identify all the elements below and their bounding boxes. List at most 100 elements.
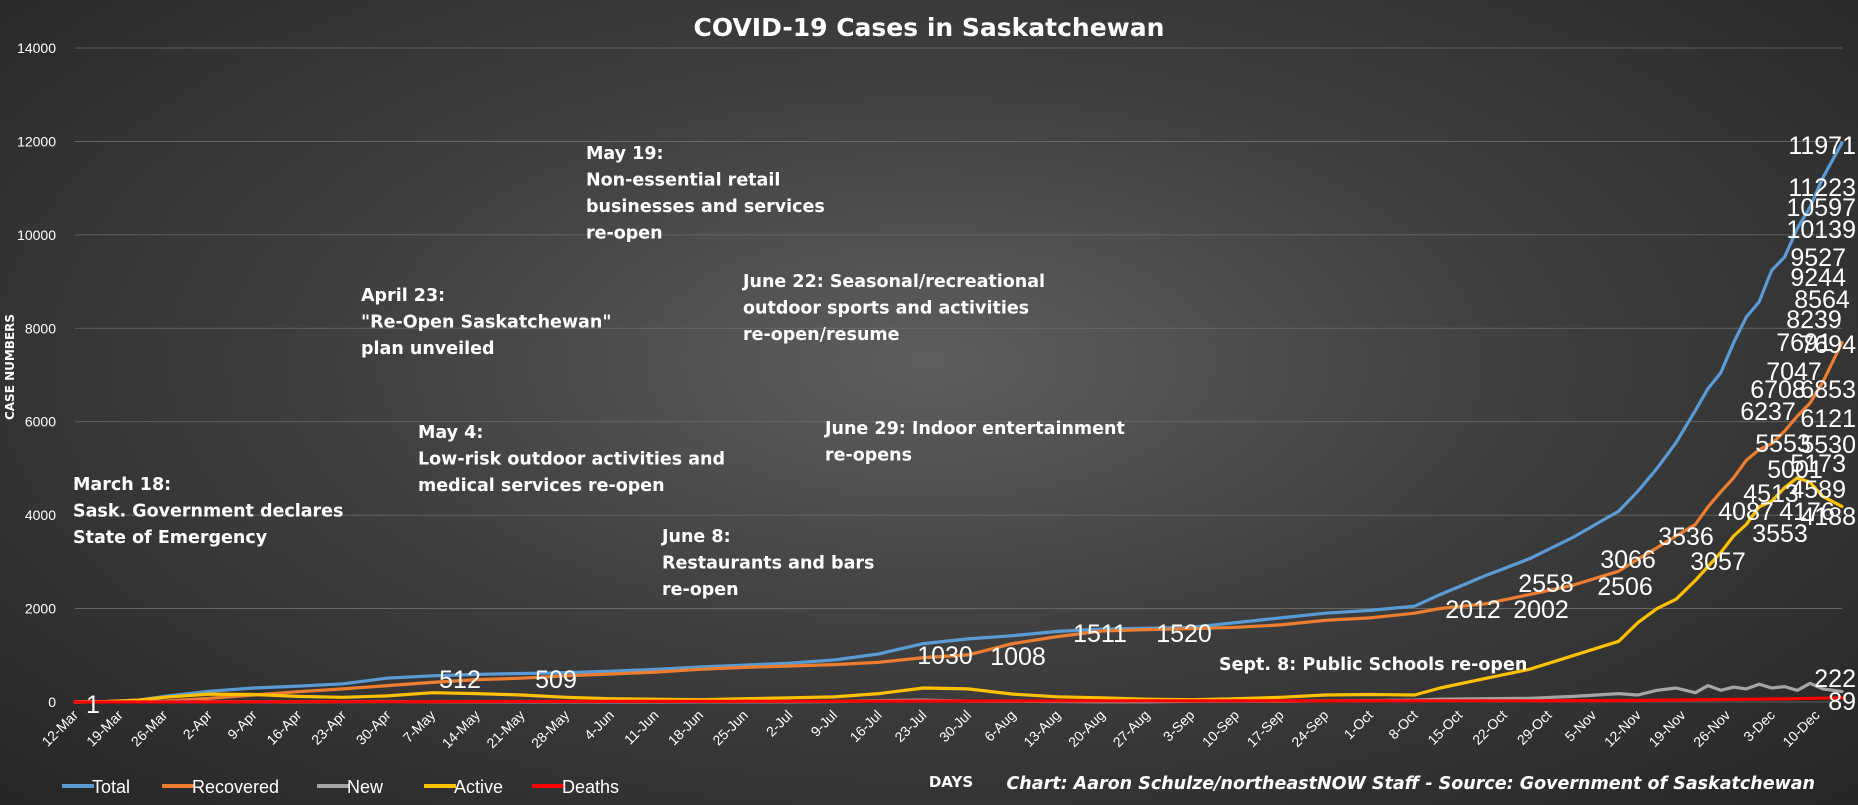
- legend: Total Recovered New Active Deaths: [62, 777, 619, 797]
- legend-label: Total: [92, 777, 130, 797]
- data-label: 2506: [1597, 573, 1653, 601]
- data-label: 11971: [1788, 132, 1856, 160]
- data-label: 2012: [1445, 596, 1501, 624]
- data-label: 2558: [1518, 570, 1574, 598]
- annotation: March 18: Sask. Government declares State …: [73, 475, 343, 548]
- data-label: 3057: [1690, 548, 1746, 576]
- x-tick-label: 19-Nov: [1645, 707, 1688, 750]
- annotation-line: May 4:: [418, 423, 483, 443]
- x-tick-label: 12-Mar: [38, 707, 81, 750]
- data-label: 9527: [1790, 244, 1846, 272]
- gridlines: [75, 47, 1842, 703]
- data-label: 2002: [1513, 596, 1569, 624]
- annotation: April 23: "Re-Open Saskatchewan" plan unve…: [361, 286, 611, 359]
- annotation-line: Sept. 8: Public Schools re-open: [1219, 655, 1527, 675]
- annotation-line: re-open: [662, 580, 739, 600]
- annotation: June 8: Restaurants and bars re-open: [661, 527, 874, 600]
- data-label: 512: [439, 666, 481, 694]
- annotation-line: re-open: [586, 224, 663, 244]
- annotation-line: medical services re-open: [418, 476, 665, 496]
- data-label: 7694: [1800, 331, 1856, 359]
- annotation-line: re-opens: [825, 446, 912, 466]
- x-tick-label: 14-May: [439, 707, 483, 751]
- data-label: 5173: [1790, 450, 1846, 478]
- x-axis-ticks: 12-Mar 19-Mar 26-Mar 2-Apr 9-Apr 16-Apr 23-Apr…: [38, 707, 1822, 752]
- y-tick-label: 0: [48, 694, 56, 710]
- annotation-line: April 23:: [361, 286, 445, 306]
- data-label: 7047: [1766, 358, 1822, 386]
- x-tick-label: 22-Oct: [1469, 707, 1510, 748]
- x-tick-label: 3-Dec: [1740, 707, 1778, 745]
- x-tick-label: 7-May: [400, 707, 439, 746]
- data-label: 5001: [1767, 456, 1823, 484]
- data-label: 10597: [1786, 194, 1856, 222]
- annotation-line: Non-essential retail: [586, 171, 780, 191]
- x-tick-label: 2-Apr: [180, 707, 216, 743]
- x-tick-label: 6-Aug: [981, 707, 1019, 745]
- data-label: 4513: [1743, 480, 1799, 508]
- y-tick-label: 2000: [25, 601, 56, 617]
- data-label: 1520: [1156, 620, 1212, 648]
- x-tick-label: 13-Aug: [1020, 707, 1063, 750]
- data-label: 3553: [1752, 520, 1808, 548]
- legend-label: New: [347, 777, 384, 797]
- legend-label: Active: [454, 777, 503, 797]
- annotation-line: June 22: Seasonal/recreational: [742, 272, 1045, 292]
- data-label: 6708: [1750, 376, 1806, 404]
- x-tick-label: 27-Aug: [1110, 707, 1153, 750]
- data-label: 1030: [917, 642, 973, 670]
- x-tick-label: 1-Oct: [1341, 707, 1377, 743]
- data-label: 222: [1814, 665, 1856, 693]
- annotation-line: plan unveiled: [361, 339, 494, 359]
- data-label: 6853: [1800, 376, 1856, 404]
- x-tick-label: 26-Mar: [128, 707, 171, 750]
- data-label: 7691: [1776, 329, 1832, 357]
- y-tick-label: 4000: [25, 507, 56, 523]
- data-label: 4087: [1718, 498, 1774, 526]
- legend-item-recovered: Recovered: [162, 777, 279, 797]
- x-tick-label: 10-Dec: [1779, 707, 1822, 750]
- y-tick-label: 10000: [17, 227, 56, 243]
- x-tick-label: 30-Apr: [353, 707, 394, 748]
- annotation-line: "Re-Open Saskatchewan": [361, 313, 611, 333]
- x-tick-label: 17-Sep: [1244, 707, 1287, 750]
- annotation-line: State of Emergency: [73, 528, 268, 548]
- data-label: 1008: [990, 643, 1046, 671]
- x-tick-label: 3-Sep: [1160, 707, 1198, 745]
- y-tick-label: 12000: [17, 133, 56, 149]
- x-tick-label: 16-Apr: [263, 707, 304, 748]
- data-label: 5530: [1800, 431, 1856, 459]
- annotation-line: outdoor sports and activities: [743, 299, 1029, 319]
- x-tick-label: 4-Jun: [581, 707, 617, 743]
- data-label: 8564: [1794, 286, 1850, 314]
- x-tick-label: 16-Jul: [847, 707, 885, 745]
- data-label: 10139: [1786, 216, 1856, 244]
- x-tick-label: 20-Aug: [1065, 707, 1108, 750]
- annotation-line: March 18:: [73, 475, 171, 495]
- x-tick-label: 23-Apr: [308, 707, 349, 748]
- x-tick-label: 30-Jul: [936, 707, 974, 745]
- legend-item-total: Total: [62, 777, 130, 797]
- data-label: 89: [1828, 688, 1856, 716]
- data-label: 1: [86, 691, 100, 719]
- annotation: June 22: Seasonal/recreational outdoor sp…: [742, 272, 1045, 345]
- legend-item-new: New: [317, 777, 384, 797]
- y-tick-label: 14000: [17, 40, 56, 56]
- x-tick-label: 26-Nov: [1690, 707, 1733, 750]
- y-axis-ticks: 0 2000 4000 6000 8000 10000 12000 14000: [17, 40, 56, 710]
- x-tick-label: 9-Jul: [807, 707, 840, 740]
- data-label: 9244: [1790, 264, 1846, 292]
- x-tick-label: 5-Nov: [1562, 707, 1600, 745]
- series-lines: [73, 141, 1844, 704]
- x-tick-label: 28-May: [528, 707, 572, 751]
- x-tick-label: 25-Jun: [709, 707, 751, 749]
- x-tick-label: 12-Nov: [1601, 707, 1644, 750]
- annotation-line: May 19:: [586, 144, 664, 164]
- annotation-line: businesses and services: [586, 197, 825, 217]
- y-tick-label: 8000: [25, 320, 56, 336]
- y-axis-title: CASE NUMBERS: [3, 314, 17, 420]
- data-label: 5553: [1755, 430, 1811, 458]
- x-axis-title: DAYS: [929, 773, 973, 791]
